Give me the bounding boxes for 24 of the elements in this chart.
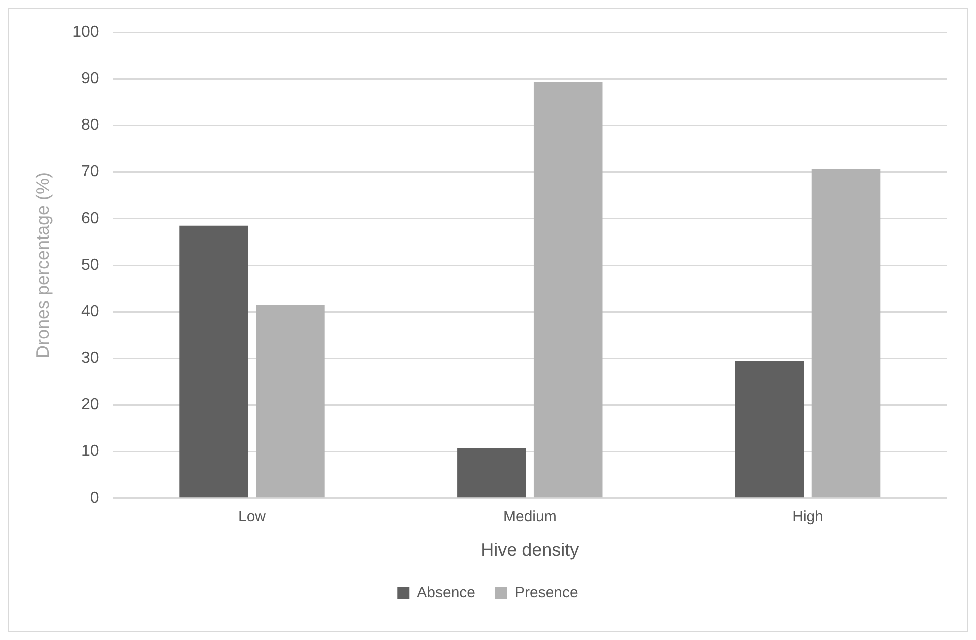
y-tick-label: 40 [82,303,100,320]
y-tick-label: 20 [82,396,100,414]
x-axis-title: Hive density [481,540,580,560]
y-tick-label: 50 [82,256,100,274]
x-tick-label: Low [238,508,266,526]
y-tick-label: 90 [82,70,100,88]
y-tick-label: 100 [72,24,100,42]
y-tick-label: 10 [82,443,100,460]
y-tick-label: 80 [82,117,100,134]
bar [458,448,526,498]
y-axis-title: Drones percentage (%) [32,172,53,359]
legend-label: Absence [417,584,476,602]
bar [180,226,248,498]
y-tick-label: 0 [90,490,100,507]
x-tick-label: High [792,508,824,526]
y-tick-label: 30 [82,350,100,368]
bar [812,170,881,498]
bar [735,361,804,498]
y-tick-label: 60 [82,210,100,228]
bar [256,305,325,498]
legend-label: Presence [515,584,578,602]
x-tick-label: Medium [503,508,557,526]
y-tick-label: 70 [82,164,100,181]
bar [534,82,603,498]
